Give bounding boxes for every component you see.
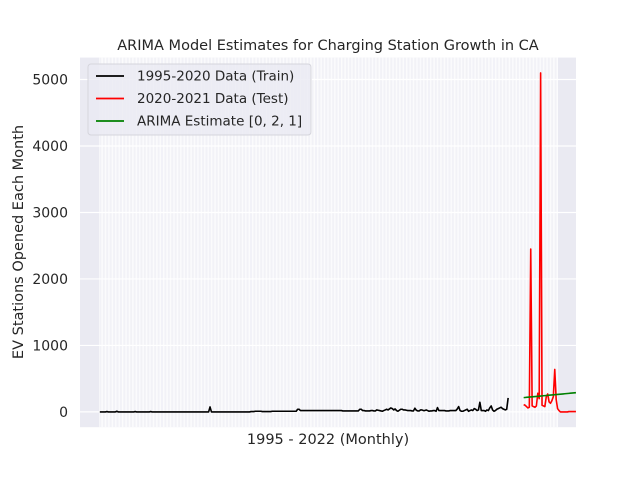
series-lines (99, 72, 577, 413)
legend-label-test: 2020-2021 Data (Test) (137, 91, 289, 107)
series-line-2 (523, 391, 577, 399)
legend-box (87, 63, 312, 136)
y-tick-label: 3000 (32, 205, 68, 221)
y-axis-label: EV Stations Opened Each Month (11, 125, 27, 359)
y-tick-label: 4000 (32, 139, 68, 155)
legend-label-arima: ARIMA Estimate [0, 2, 1] (137, 114, 302, 130)
y-tick-label: 0 (59, 405, 68, 421)
x-axis-label: 1995 - 2022 (Monthly) (247, 432, 409, 448)
series-line-1 (523, 72, 576, 413)
chart-title: ARIMA Model Estimates for Charging Stati… (117, 38, 539, 54)
y-tick-label: 1000 (32, 338, 68, 354)
legend: 1995-2020 Data (Train) 2020-2021 Data (T… (87, 63, 312, 136)
legend-label-train: 1995-2020 Data (Train) (137, 69, 294, 85)
series-line-0 (99, 397, 509, 413)
y-tick-label: 5000 (32, 73, 68, 89)
y-tick-label: 2000 (32, 272, 68, 288)
y-tick-labels: 0 1000 2000 3000 4000 5000 (32, 73, 68, 421)
